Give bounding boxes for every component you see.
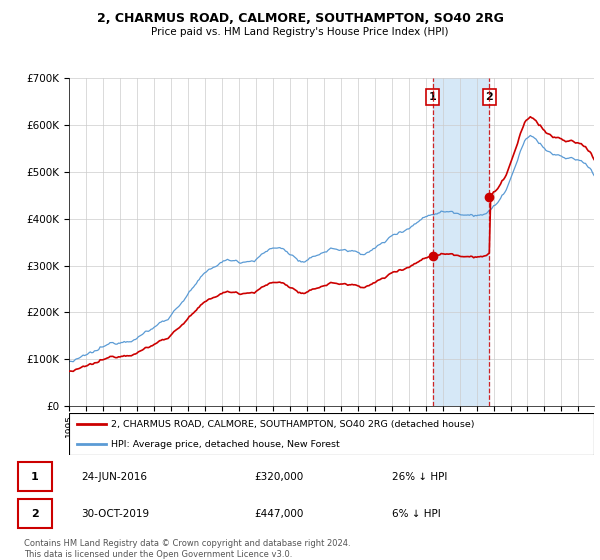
Text: Contains HM Land Registry data © Crown copyright and database right 2024.
This d: Contains HM Land Registry data © Crown c… [24,539,350,559]
Text: 2, CHARMUS ROAD, CALMORE, SOUTHAMPTON, SO40 2RG (detached house): 2, CHARMUS ROAD, CALMORE, SOUTHAMPTON, S… [111,420,475,429]
Text: 30-OCT-2019: 30-OCT-2019 [81,508,149,519]
Text: 1: 1 [429,92,437,102]
Text: 1: 1 [31,472,39,482]
Bar [433,78,489,406]
FancyBboxPatch shape [18,462,52,491]
FancyBboxPatch shape [18,499,52,528]
Text: 6% ↓ HPI: 6% ↓ HPI [392,508,441,519]
FancyBboxPatch shape [69,413,594,455]
Text: £320,000: £320,000 [254,472,303,482]
Text: 2, CHARMUS ROAD, CALMORE, SOUTHAMPTON, SO40 2RG: 2, CHARMUS ROAD, CALMORE, SOUTHAMPTON, S… [97,12,503,25]
Text: 2: 2 [485,92,493,102]
Text: 2: 2 [31,508,39,519]
Text: HPI: Average price, detached house, New Forest: HPI: Average price, detached house, New … [111,440,340,449]
Text: £447,000: £447,000 [254,508,303,519]
Text: Price paid vs. HM Land Registry's House Price Index (HPI): Price paid vs. HM Land Registry's House … [151,27,449,37]
Text: 26% ↓ HPI: 26% ↓ HPI [392,472,448,482]
Text: 24-JUN-2016: 24-JUN-2016 [81,472,147,482]
